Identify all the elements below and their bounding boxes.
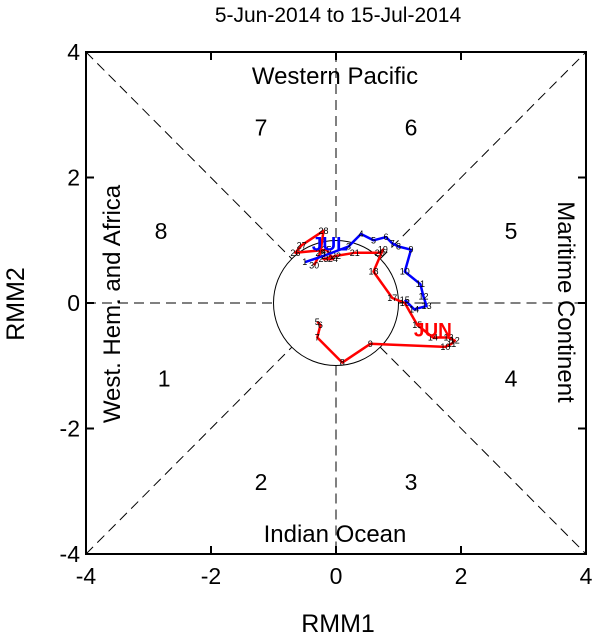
day-label: 13 <box>422 301 432 311</box>
day-label: 8 <box>340 358 345 368</box>
day-label: 8 <box>396 242 401 252</box>
phase-number-2: 2 <box>255 469 268 495</box>
day-label: 9 <box>368 339 373 349</box>
phase-number-1: 1 <box>158 365 171 391</box>
phase-number-8: 8 <box>155 218 168 244</box>
day-label: 6 <box>318 320 323 330</box>
phase-number-3: 3 <box>405 469 418 495</box>
day-label: 1 <box>302 257 307 267</box>
day-label: 19 <box>378 245 388 255</box>
day-label: 2 <box>321 251 326 261</box>
phase-number-7: 7 <box>255 114 268 140</box>
day-label: 5 <box>371 235 376 245</box>
divider-line-lower-right <box>379 346 587 555</box>
y-tick-label: 2 <box>67 165 80 191</box>
x-tick-label: -2 <box>201 563 221 589</box>
phase-number-4: 4 <box>505 365 518 391</box>
day-label: 9 <box>408 245 413 255</box>
day-label: 5 <box>315 317 320 327</box>
day-label: 24 <box>328 254 338 264</box>
x-tick-label: 2 <box>455 563 468 589</box>
day-label: 28 <box>318 226 328 236</box>
day-label: 12 <box>450 336 460 346</box>
day-label: 11 <box>416 279 425 289</box>
region-label-top: Western Pacific <box>252 63 418 90</box>
x-axis-label: RMM1 <box>301 610 375 637</box>
series-line-jun <box>294 229 457 364</box>
month-label-jun: JUN <box>414 320 452 341</box>
y-tick-label: 0 <box>67 290 80 316</box>
x-tick-label: -4 <box>76 563 97 589</box>
day-label: 15 <box>400 295 410 305</box>
divider-line-upper-right <box>379 51 587 260</box>
day-label: 25 <box>322 245 332 255</box>
day-label: 6 <box>383 232 388 242</box>
y-tick-label: 4 <box>67 39 80 65</box>
x-tick-label: 4 <box>580 563 593 589</box>
series-line-jul <box>304 232 428 311</box>
divider-line-upper-left <box>85 51 293 260</box>
day-label: 7 <box>390 238 395 248</box>
day-label: 13 <box>443 333 453 343</box>
y-tick-label: -4 <box>60 541 81 567</box>
phase-divider-lines <box>85 51 587 555</box>
day-label: 16 <box>400 298 410 308</box>
region-label-left: West. Hem. and Africa <box>99 184 126 423</box>
day-label: 27 <box>297 240 307 250</box>
day-label: 10 <box>440 342 450 352</box>
day-label: 21 <box>350 248 360 258</box>
day-label: 14 <box>428 333 438 343</box>
day-label: 10 <box>400 267 410 277</box>
day-label: 22 <box>331 251 341 261</box>
region-label-right: Maritime Continent <box>552 201 579 403</box>
y-tick-label: -2 <box>60 416 80 442</box>
day-label: 29 <box>315 248 325 258</box>
day-label: 14 <box>409 304 419 314</box>
chart-title: 5-Jun-2014 to 15-Jul-2014 <box>215 4 462 27</box>
day-label: 15 <box>412 320 422 330</box>
day-label: 26 <box>290 248 300 258</box>
month-label-jul: JUL <box>312 234 348 255</box>
phase-number-5: 5 <box>505 218 518 244</box>
unit-circle <box>273 240 399 366</box>
day-label: 20 <box>375 248 385 258</box>
region-label-bottom: Indian Ocean <box>264 521 407 548</box>
day-label: 12 <box>418 292 428 302</box>
day-label: 3 <box>346 242 351 252</box>
day-label: 4 <box>358 229 363 239</box>
day-label: 18 <box>368 267 378 277</box>
day-label: 17 <box>387 293 397 303</box>
phase-number-6: 6 <box>405 114 418 140</box>
day-label: 23 <box>318 254 328 264</box>
divider-line-lower-left <box>85 346 293 555</box>
day-label: 30 <box>309 260 319 270</box>
day-label: 11 <box>447 339 456 349</box>
y-axis-label: RMM2 <box>2 267 30 341</box>
day-label: 7 <box>315 333 320 343</box>
x-tick-label: 0 <box>330 563 343 589</box>
